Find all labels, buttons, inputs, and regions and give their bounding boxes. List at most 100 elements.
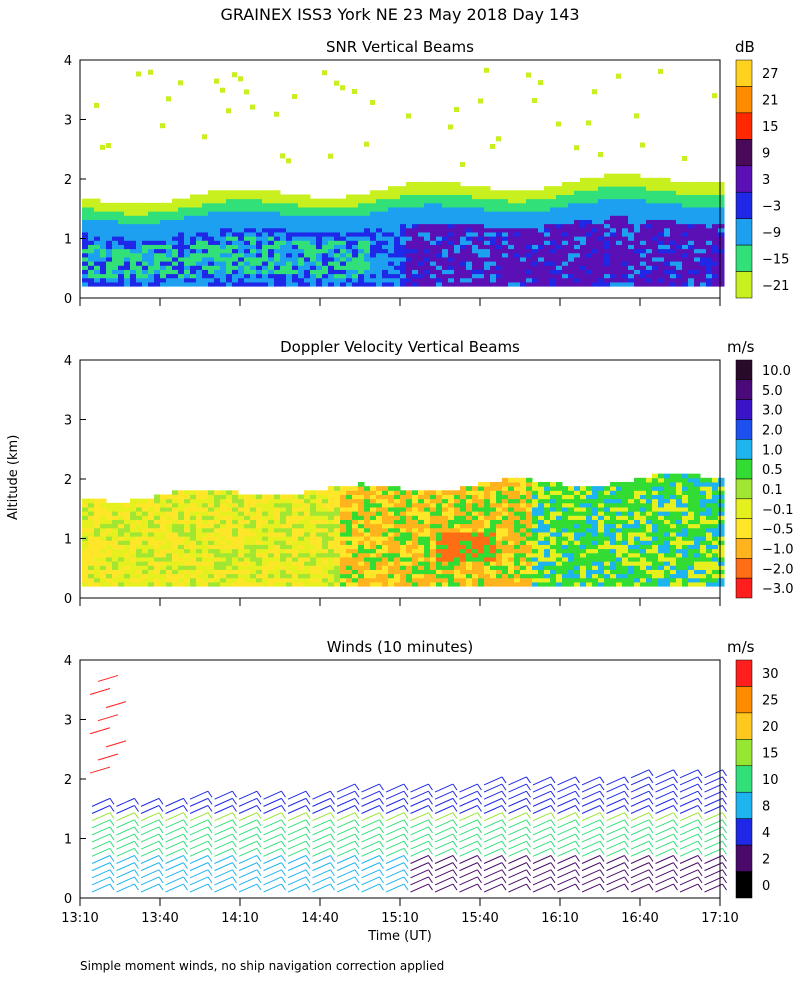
velocity-cell xyxy=(370,569,377,575)
snr-cell xyxy=(448,256,455,262)
velocity-cell xyxy=(148,565,155,570)
velocity-cell xyxy=(622,573,629,579)
velocity-cell xyxy=(340,506,347,512)
velocity-cell xyxy=(172,536,179,541)
snr-cell xyxy=(574,277,581,283)
velocity-cell xyxy=(238,556,245,562)
snr-cell xyxy=(466,194,473,200)
snr-cell xyxy=(328,244,335,250)
snr-cell xyxy=(586,236,593,241)
velocity-cell xyxy=(454,556,461,562)
snr-cell xyxy=(586,244,593,250)
snr-cell xyxy=(418,223,425,229)
snr-cell xyxy=(394,219,401,225)
snr-cell xyxy=(268,256,275,262)
snr-cell xyxy=(346,219,353,225)
velocity-cell xyxy=(586,502,593,508)
snr-cell xyxy=(598,244,605,250)
velocity-cell xyxy=(124,506,131,512)
snr-cell xyxy=(148,202,155,208)
snr-cell xyxy=(112,269,119,275)
snr-cell xyxy=(526,236,533,241)
snr-cell xyxy=(370,198,377,204)
velocity-cell xyxy=(622,515,629,520)
snr-cell xyxy=(712,265,719,270)
velocity-cell xyxy=(622,490,629,495)
snr-cell xyxy=(310,236,317,241)
snr-cell xyxy=(598,236,605,241)
velocity-cell xyxy=(466,544,473,550)
snr-cell xyxy=(628,240,635,245)
snr-cell xyxy=(478,256,485,262)
snr-cell xyxy=(568,202,575,208)
velocity-cell xyxy=(502,494,509,500)
snr-cell xyxy=(118,248,125,254)
velocity-cell xyxy=(442,531,449,537)
velocity-cell xyxy=(178,515,185,520)
velocity-cell xyxy=(250,523,257,529)
velocity-cell xyxy=(646,552,653,558)
velocity-cell xyxy=(454,506,461,512)
snr-cell xyxy=(652,281,659,287)
velocity-cell xyxy=(256,548,263,554)
velocity-cell xyxy=(562,515,569,520)
snr-cell xyxy=(166,96,171,102)
snr-cell xyxy=(370,281,377,287)
snr-cell xyxy=(544,211,551,216)
snr-cell xyxy=(532,261,539,266)
panel-1 xyxy=(79,359,753,606)
velocity-cell xyxy=(562,531,569,537)
snr-cell xyxy=(424,269,431,275)
snr-cell xyxy=(286,227,293,233)
velocity-cell xyxy=(490,540,497,545)
velocity-cell xyxy=(196,536,203,541)
snr-cell xyxy=(310,215,317,220)
velocity-cell xyxy=(664,527,671,533)
velocity-cell xyxy=(658,515,665,520)
snr-cell xyxy=(130,202,137,208)
snr-cell xyxy=(280,223,287,229)
snr-cell xyxy=(238,194,245,200)
velocity-cell xyxy=(634,527,641,533)
snr-cell xyxy=(340,248,347,254)
snr-cell xyxy=(400,231,407,237)
velocity-cell xyxy=(646,548,653,554)
velocity-cell xyxy=(580,519,587,525)
snr-cell xyxy=(610,173,617,179)
velocity-cell xyxy=(340,552,347,558)
velocity-cell xyxy=(280,569,287,575)
velocity-cell xyxy=(316,498,323,504)
snr-cell xyxy=(292,202,299,208)
snr-cell xyxy=(124,252,131,258)
velocity-cell xyxy=(526,552,533,558)
snr-cell xyxy=(418,190,425,195)
velocity-cell xyxy=(394,511,401,516)
snr-cell xyxy=(454,281,461,287)
snr-cell xyxy=(604,211,611,216)
snr-cell xyxy=(442,252,449,258)
velocity-cell xyxy=(196,527,203,533)
velocity-cell xyxy=(376,502,383,508)
velocity-cell xyxy=(298,506,305,512)
velocity-cell xyxy=(118,556,125,562)
snr-cell xyxy=(496,261,503,266)
velocity-cell xyxy=(658,548,665,554)
velocity-cell xyxy=(682,473,689,479)
velocity-cell xyxy=(190,527,197,533)
snr-cell xyxy=(100,202,107,208)
velocity-cell xyxy=(682,573,689,579)
velocity-cell xyxy=(184,519,191,525)
velocity-cell xyxy=(532,548,539,554)
snr-cell xyxy=(238,256,245,262)
snr-cell xyxy=(316,206,323,212)
snr-cell xyxy=(334,80,339,86)
velocity-cell xyxy=(412,544,419,550)
velocity-cell xyxy=(142,565,149,570)
snr-cell xyxy=(94,236,101,241)
snr-cell xyxy=(130,236,137,241)
snr-cell xyxy=(346,248,353,254)
colorbar-label: −3 xyxy=(762,199,781,214)
snr-cell xyxy=(358,277,365,283)
velocity-cell xyxy=(328,515,335,520)
velocity-cell xyxy=(574,519,581,525)
